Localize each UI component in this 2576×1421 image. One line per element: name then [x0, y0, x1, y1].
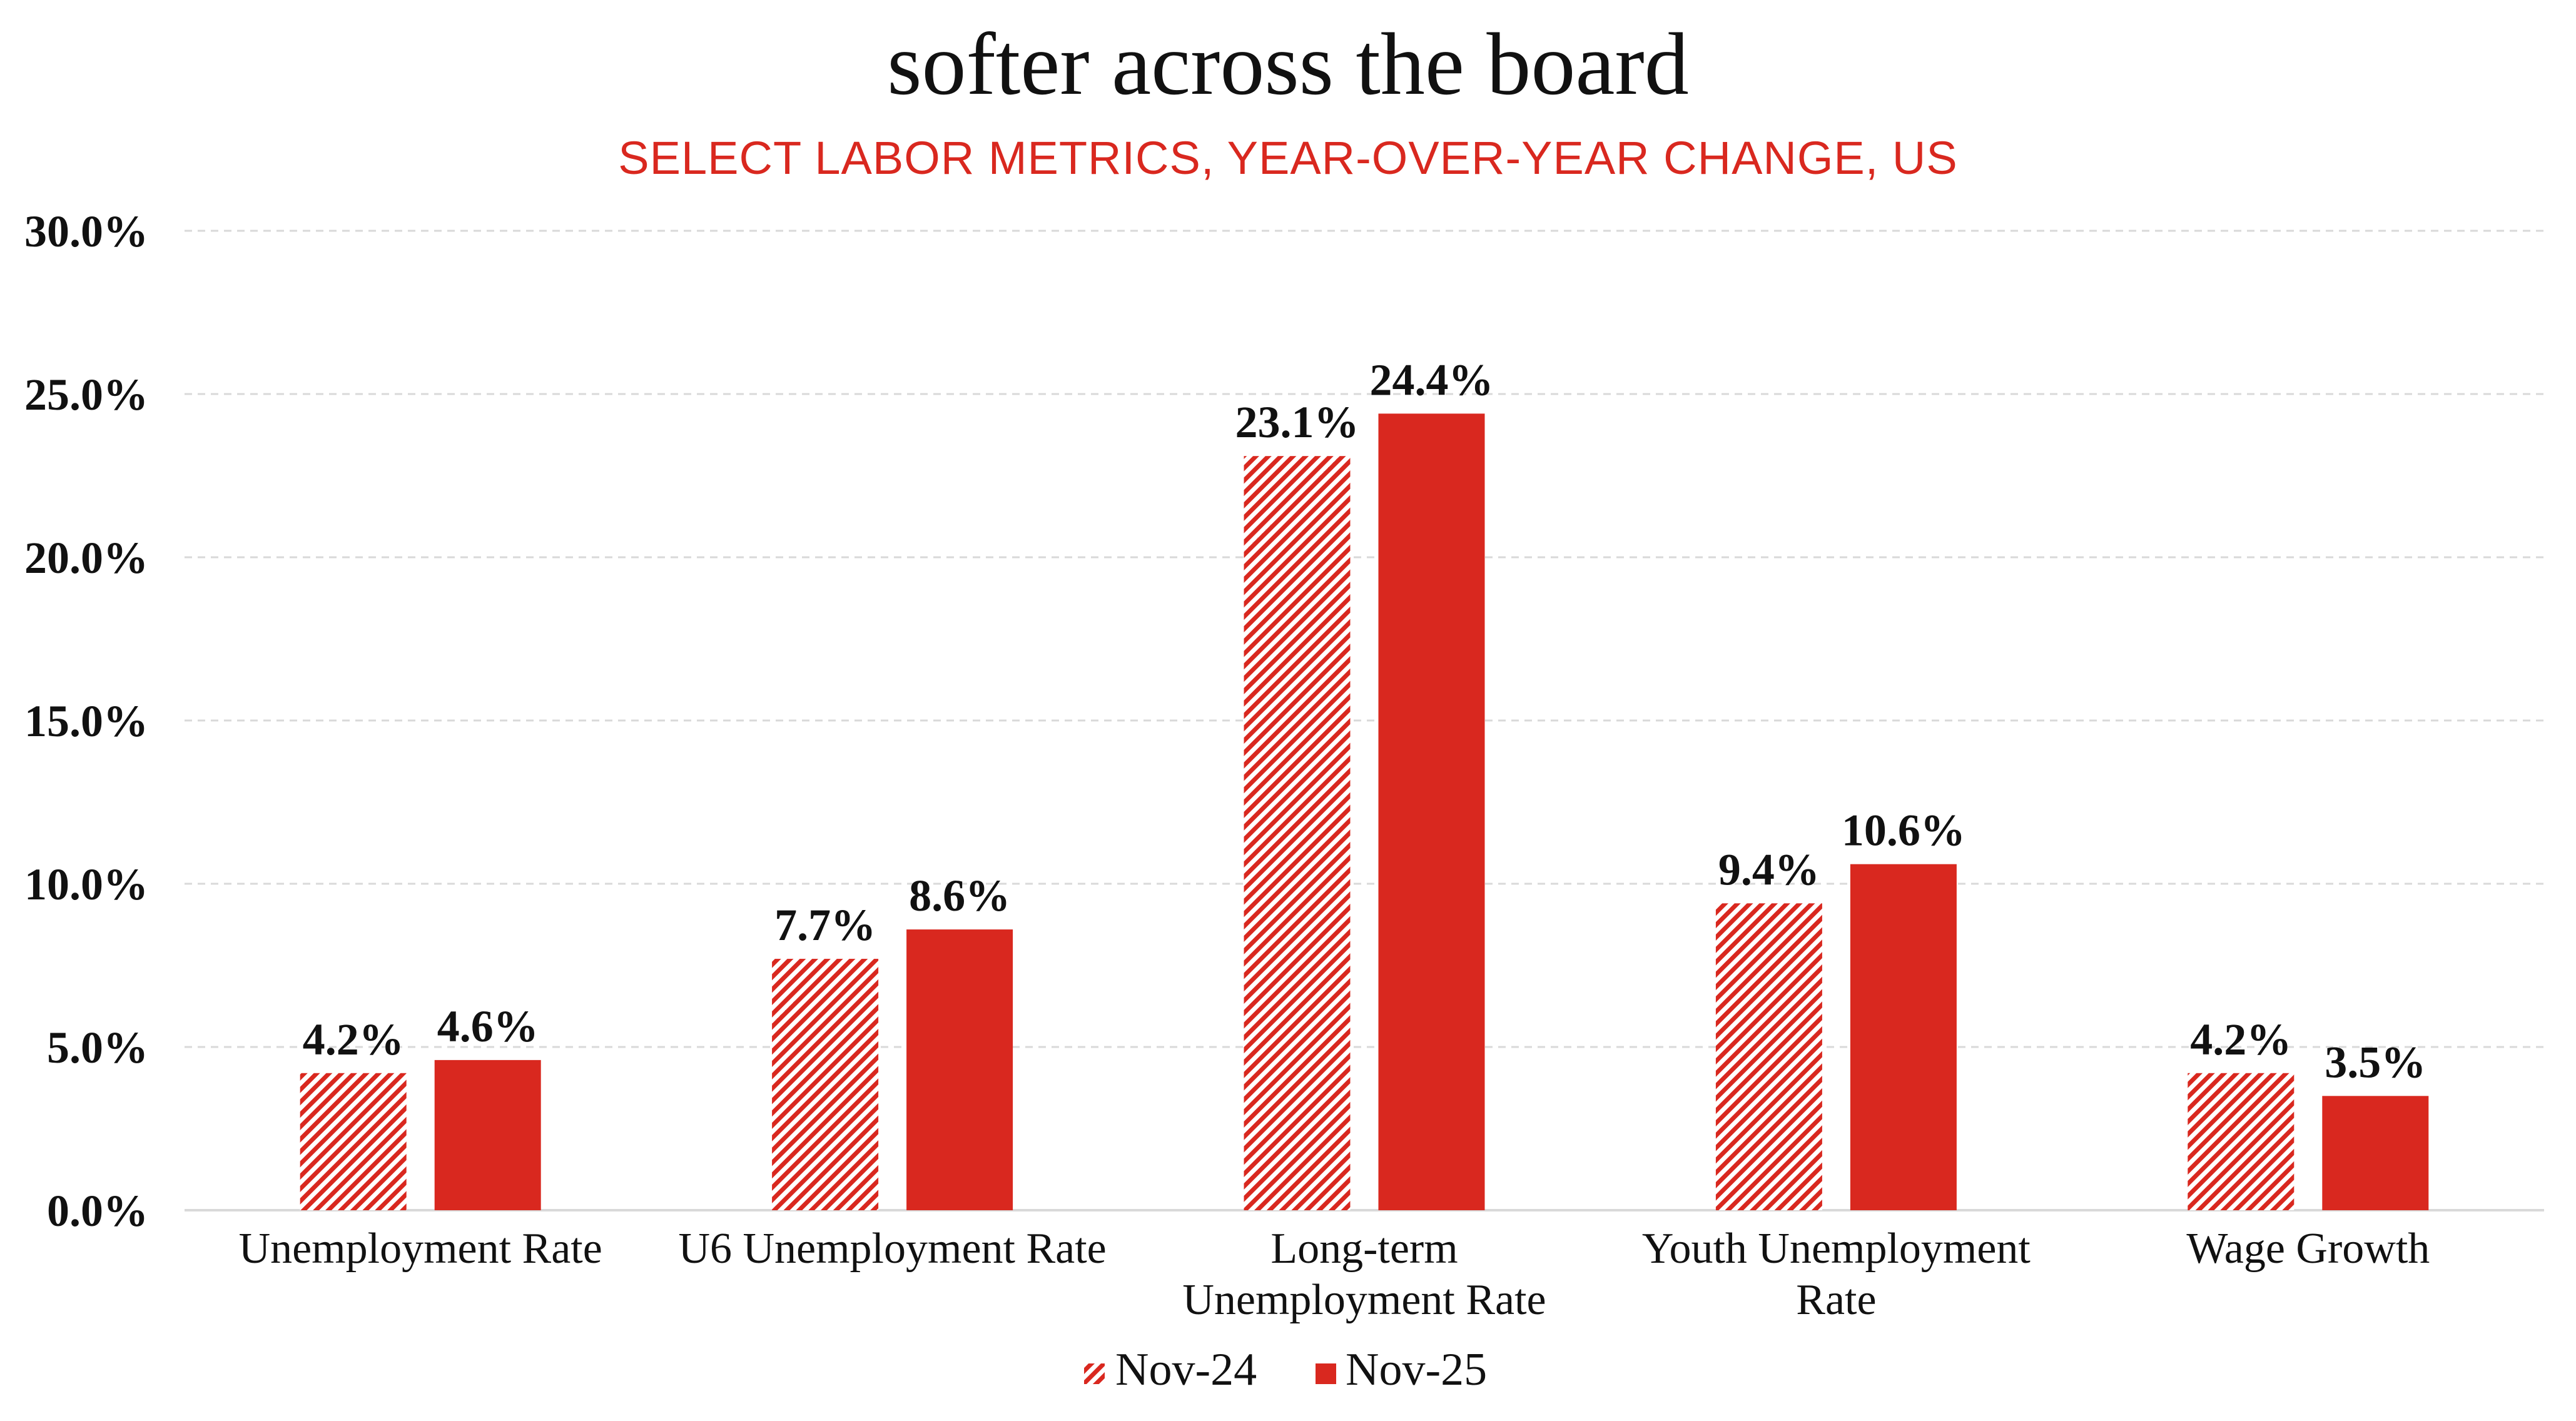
- x-tick-label: Unemployment Rate: [1182, 1276, 1546, 1324]
- y-tick-label: 20.0%: [24, 533, 148, 583]
- x-tick-label: U6 Unemployment Rate: [678, 1225, 1106, 1273]
- data-label: 4.2%: [2190, 1014, 2291, 1064]
- bars: [300, 413, 2429, 1211]
- data-label: 7.7%: [774, 900, 876, 950]
- x-tick-label: Long-term: [1270, 1225, 1458, 1273]
- legend: Nov-24 Nov-25: [1084, 1344, 1487, 1395]
- y-axis: 0.0% 5.0% 10.0% 15.0% 20.0% 25.0% 30.0%: [24, 206, 148, 1236]
- x-axis: Unemployment Rate U6 Unemployment Rate Lon…: [239, 1225, 2430, 1324]
- chart-subtitle: SELECT LABOR METRICS, YEAR-OVER-YEAR CHA…: [618, 132, 1958, 184]
- legend-swatch-nov-24: [1084, 1363, 1105, 1384]
- data-label: 3.5%: [2325, 1037, 2426, 1087]
- y-tick-label: 5.0%: [47, 1023, 148, 1073]
- bar-nov-24: [300, 1073, 407, 1210]
- bar-nov-25: [906, 929, 1013, 1210]
- y-tick-label: 25.0%: [24, 370, 148, 420]
- bar-nov-24: [1244, 456, 1351, 1211]
- x-tick-label: Youth Unemployment: [1642, 1225, 2031, 1273]
- bar-nov-24: [2188, 1073, 2295, 1210]
- data-label: 24.4%: [1370, 355, 1494, 405]
- bar-nov-25: [1378, 413, 1485, 1210]
- y-tick-label: 30.0%: [24, 206, 148, 256]
- chart-title: softer across the board: [887, 14, 1689, 113]
- x-tick-label: Unemployment Rate: [239, 1225, 602, 1273]
- legend-label: Nov-24: [1115, 1344, 1257, 1395]
- data-label: 4.2%: [303, 1014, 404, 1064]
- data-label: 9.4%: [1718, 844, 1820, 894]
- x-tick-label: Rate: [1796, 1276, 1876, 1324]
- bar-nov-24: [1715, 903, 1822, 1210]
- gridlines: [185, 230, 2544, 1211]
- y-tick-label: 10.0%: [24, 859, 148, 909]
- data-label: 23.1%: [1235, 397, 1359, 447]
- bar-nov-25: [434, 1059, 541, 1210]
- legend-label: Nov-25: [1346, 1344, 1487, 1395]
- data-labels: 4.2% 4.6% 7.7% 8.6% 23.1%24.4% 9.4% 10.6% 4.2% 3…: [303, 355, 2426, 1087]
- bar-nov-25: [2322, 1096, 2429, 1210]
- x-tick-label: Wage Growth: [2186, 1225, 2430, 1273]
- data-label: 10.6%: [1842, 806, 1965, 856]
- legend-swatch-nov-25: [1316, 1363, 1336, 1384]
- y-tick-label: 0.0%: [47, 1186, 148, 1236]
- bar-nov-24: [772, 959, 879, 1210]
- bar-nov-25: [1850, 864, 1957, 1210]
- data-label: 4.6%: [437, 1001, 539, 1051]
- y-tick-label: 15.0%: [24, 696, 148, 746]
- data-label: 8.6%: [909, 871, 1010, 921]
